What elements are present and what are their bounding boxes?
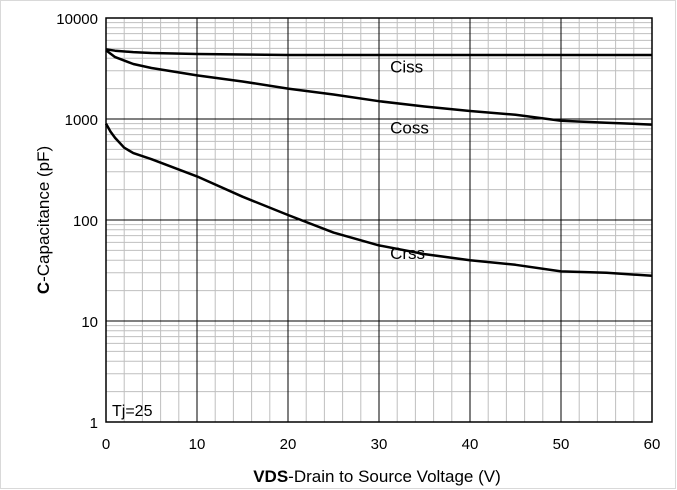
x-tick-label: 50	[553, 436, 570, 453]
x-tick-labels: 0 10 20 30 40 50 60	[102, 436, 661, 453]
y-axis-label-rest: -Capacitance (pF)	[34, 146, 53, 282]
series-line-ciss	[105, 48, 652, 57]
x-axis-label-bold: VDS	[253, 467, 288, 486]
series-label-crss: Crss	[390, 244, 425, 263]
series-label-coss: Coss	[390, 119, 429, 138]
x-tick-label: 40	[462, 436, 479, 453]
x-tick-label: 20	[280, 436, 297, 453]
series-line-coss	[105, 49, 653, 126]
y-tick-label: 1000	[65, 112, 98, 129]
x-tick-label: 0	[102, 436, 110, 453]
y-tick-labels: 1 10 100 1000 10000	[56, 11, 98, 432]
plot-area-border	[105, 17, 653, 423]
x-tick-label: 30	[371, 436, 388, 453]
y-axis-label-bold: C	[34, 282, 53, 294]
junction-temperature-annotation: Tj=25	[112, 403, 153, 420]
y-tick-label: 10000	[56, 11, 98, 28]
series-line-crss	[104, 122, 653, 278]
x-tick-label: 60	[644, 436, 661, 453]
x-axis-label: VDS-Drain to Source Voltage (V)	[253, 467, 501, 486]
y-axis-label: C-Capacitance (pF)	[34, 146, 53, 294]
x-axis-label-rest: -Drain to Source Voltage (V)	[288, 467, 501, 486]
x-tick-label: 10	[189, 436, 206, 453]
series-labels: Ciss Coss Crss	[390, 58, 429, 263]
y-tick-label: 10	[81, 314, 98, 331]
series-lines	[104, 48, 653, 278]
y-tick-label: 1	[90, 415, 98, 432]
y-tick-label: 100	[73, 213, 98, 230]
major-grid	[106, 18, 652, 422]
series-label-ciss: Ciss	[390, 58, 423, 77]
